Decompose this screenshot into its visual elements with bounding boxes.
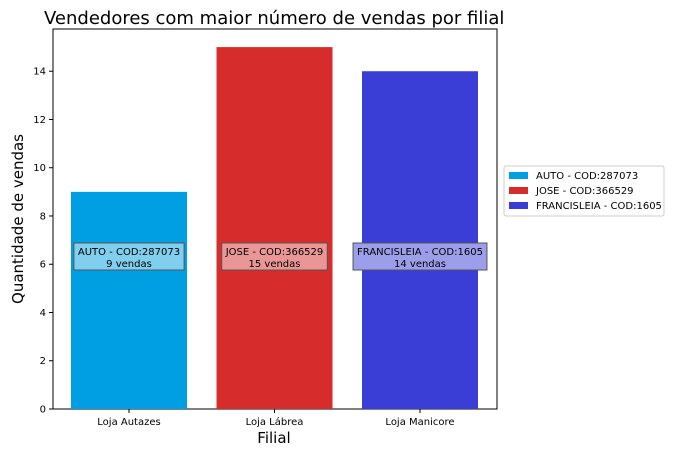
y-tick-label: 2: [40, 356, 46, 367]
legend-label: AUTO - COD:287073: [536, 171, 638, 182]
x-axis-ticks: Loja Autazes Loja Lábrea Loja Manicore: [97, 409, 455, 428]
bar-label-sales: 15 vendas: [249, 259, 301, 270]
bar-label-seller: AUTO - COD:287073: [78, 247, 180, 258]
bar-label-box: [352, 242, 488, 271]
y-axis-ticks: 0 2 4 6 8 10 12 14: [33, 67, 53, 416]
legend-label: JOSE - COD:366529: [535, 186, 634, 197]
chart-title: Vendedores com maior número de vendas po…: [44, 8, 504, 29]
legend-frame: [503, 165, 665, 217]
y-tick-label: 0: [40, 405, 46, 416]
x-tick-label: Loja Lábrea: [246, 416, 304, 428]
legend: AUTO - COD:287073 JOSE - COD:366529 FRANCI…: [503, 165, 665, 217]
y-tick-label: 6: [40, 260, 46, 271]
bar-label-box: [221, 242, 328, 271]
y-tick-label: 8: [40, 211, 46, 222]
bar-label-box: [73, 242, 185, 271]
y-axis-label: Quantidade de vendas: [9, 134, 27, 304]
legend-swatch: [509, 202, 528, 209]
x-axis-label: Filial: [257, 429, 290, 447]
y-tick-label: 10: [33, 163, 46, 174]
bar: [362, 71, 478, 409]
legend-label: FRANCISLEIA - COD:1605: [536, 201, 662, 212]
y-tick-label: 12: [33, 115, 46, 126]
bars: [71, 47, 478, 409]
legend-swatch: [509, 172, 528, 179]
bar: [216, 47, 333, 409]
bar: [71, 191, 187, 409]
legend-swatch: [509, 187, 528, 194]
y-tick-label: 4: [40, 308, 46, 319]
x-tick-label: Loja Autazes: [97, 417, 160, 428]
bar-label-seller: FRANCISLEIA - COD:1605: [357, 247, 483, 258]
bar-label-sales: 9 vendas: [106, 259, 152, 270]
bar-label-sales: 14 vendas: [394, 259, 446, 270]
y-tick-label: 14: [33, 67, 46, 78]
x-tick-label: Loja Manicore: [385, 417, 454, 428]
bar-label-seller: JOSE - COD:366529: [225, 247, 324, 258]
